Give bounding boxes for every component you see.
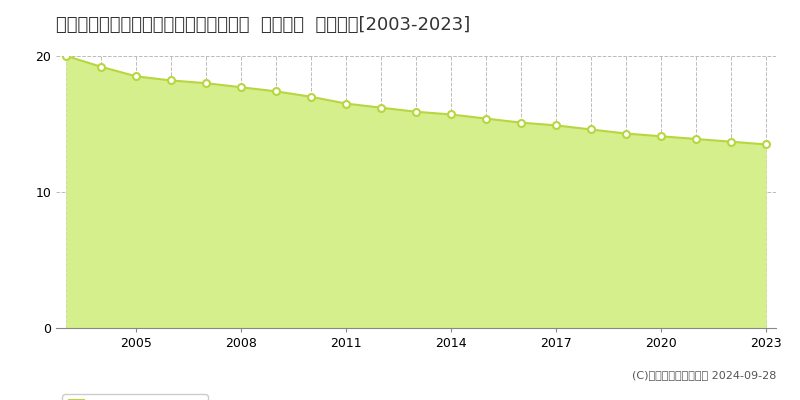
- Text: (C)土地価格ドットコム 2024-09-28: (C)土地価格ドットコム 2024-09-28: [632, 370, 776, 380]
- Text: 新潟県上越市北城町１丁目４８番３６外  基準地価  地価推移[2003-2023]: 新潟県上越市北城町１丁目４８番３６外 基準地価 地価推移[2003-2023]: [56, 16, 470, 34]
- Legend: 基準地価 平均坊単価(万円/坊): 基準地価 平均坊単価(万円/坊): [62, 394, 208, 400]
